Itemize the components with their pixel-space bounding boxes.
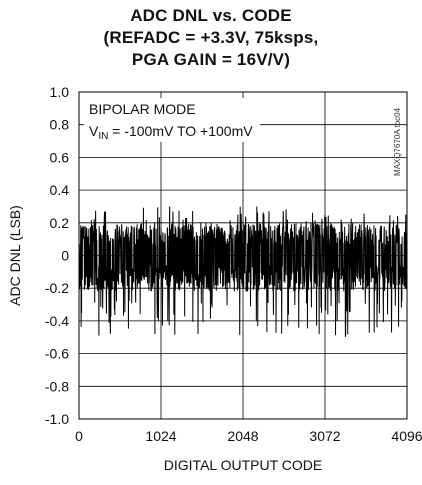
y-tick-label: 0.4 [50, 182, 70, 198]
y-tick-label: -0.2 [45, 280, 69, 296]
y-tick-label: 0.8 [50, 117, 70, 133]
y-tick-label: 0.6 [50, 149, 70, 165]
y-tick-label: 0.2 [50, 215, 70, 231]
watermark: MAXQ7670A toc04 [393, 107, 402, 176]
y-tick-label: -0.8 [45, 378, 69, 394]
y-tick-label: -0.4 [45, 313, 69, 329]
y-tick-label: 1.0 [50, 84, 70, 100]
plot-frame [78, 91, 408, 420]
chart-title-line-1: ADC DNL vs. CODE [130, 6, 292, 25]
annotation-vin-range: = -100mV TO +100mV [108, 123, 253, 139]
axis-ticks: 1.0 0.8 0.6 0.4 0.2 0 -0.2 -0.4 -0.6 -0.8 -1.0 0 102… [45, 84, 422, 444]
y-tick-label: -0.6 [45, 346, 69, 362]
y-tick-label: -1.0 [45, 411, 69, 427]
x-tick-label: 1024 [145, 428, 176, 444]
x-tick-label: 2048 [227, 428, 258, 444]
x-tick-label: 0 [75, 428, 83, 444]
x-tick-label: 4096 [391, 428, 422, 444]
chart-title-line-2: (REFADC = +3.3V, 75ksps, [103, 28, 319, 47]
chart-title-line-3: PGA GAIN = 16V/V) [131, 50, 291, 69]
y-tick-label: 0 [61, 248, 69, 264]
annotation-vin: VIN = -100mV TO +100mV [89, 123, 253, 142]
y-axis-label: ADC DNL (LSB) [7, 205, 23, 306]
annotation-background [84, 98, 260, 142]
annotation-mode: BIPOLAR MODE [89, 101, 196, 117]
x-tick-label: 3072 [309, 428, 340, 444]
x-axis-label: DIGITAL OUTPUT CODE [164, 457, 322, 473]
dnl-trace [78, 206, 408, 337]
annotation-vin-sub: IN [98, 131, 108, 142]
dnl-series-line [78, 206, 408, 337]
annotation-vin-v: V [89, 123, 99, 139]
